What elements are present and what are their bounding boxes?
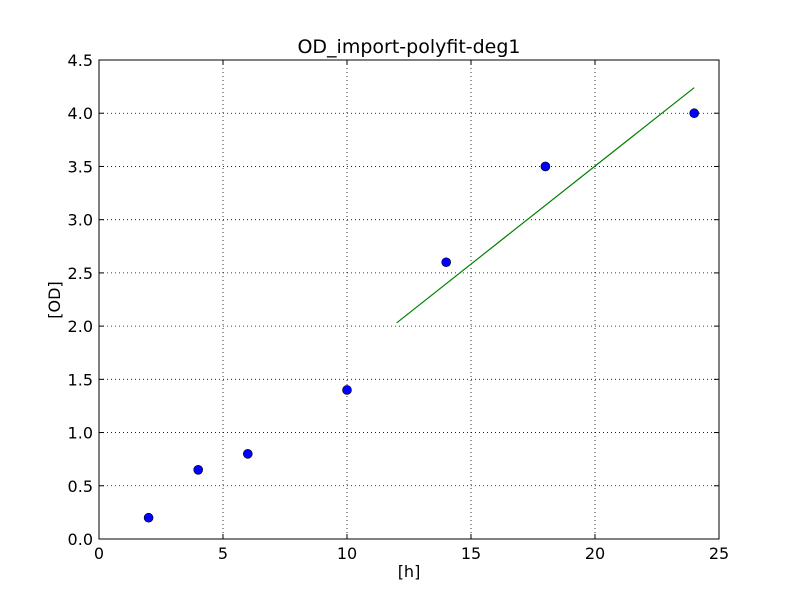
y-tick-label: 0.0 [68, 530, 93, 549]
y-tick-label: 2.5 [68, 264, 93, 283]
data-point [143, 512, 154, 523]
x-tick-label: 5 [218, 544, 228, 563]
x-tick-label: 0 [94, 544, 104, 563]
x-tick-label: 10 [337, 544, 357, 563]
tick-layer: 0 5 10 15 20 25 0.0 0.5 1.0 1.5 2.0 2.5 3.0 3.5 4.0 4.5 [68, 51, 730, 563]
series-layer [143, 87, 700, 523]
y-tick-label: 4.5 [68, 51, 93, 70]
data-point [540, 161, 551, 172]
y-tick-label: 3.5 [68, 157, 93, 176]
data-point [689, 108, 700, 119]
data-point [342, 385, 352, 395]
x-tick-label: 20 [585, 544, 605, 563]
y-tick-label: 1.5 [68, 370, 93, 389]
fit-line [396, 87, 695, 324]
x-axis-label: [h] [398, 562, 421, 581]
y-tick-label: 0.5 [68, 477, 93, 496]
y-tick-label: 2.0 [68, 317, 93, 336]
x-tick-label: 15 [461, 544, 481, 563]
grid-layer [99, 60, 719, 539]
data-point [441, 257, 452, 268]
chart-title: OD_import-polyfit-deg1 [297, 36, 520, 58]
x-tick-label: 25 [709, 544, 729, 563]
y-tick-label: 3.0 [68, 211, 93, 230]
y-axis-label: [OD] [45, 281, 64, 318]
data-point [243, 449, 253, 459]
plot-frame [98, 59, 720, 540]
data-point [193, 465, 203, 475]
y-tick-label: 4.0 [68, 104, 93, 123]
y-tick-label: 1.0 [68, 424, 93, 443]
